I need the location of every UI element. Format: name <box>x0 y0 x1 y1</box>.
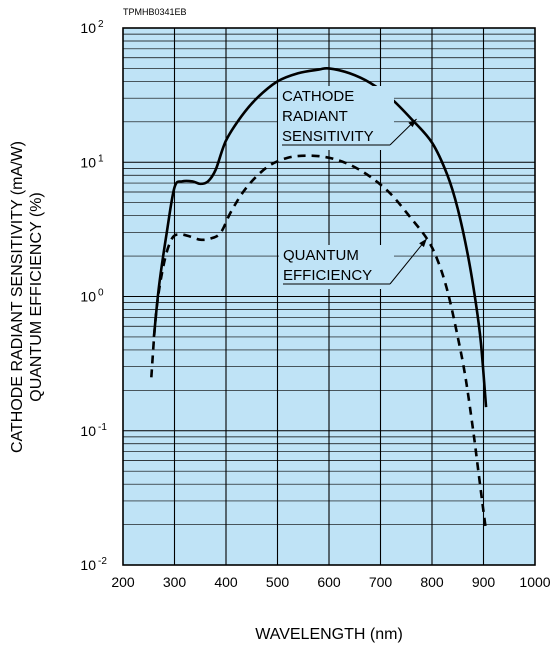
annotation-arrowhead <box>419 238 427 248</box>
x-tick-label: 200 <box>111 574 135 590</box>
plot-frame <box>122 27 536 566</box>
annotation-arrowhead <box>408 118 417 128</box>
series-annotation-label: CATHODE <box>282 88 354 105</box>
y-axis-label-line-1: CATHODE RADIANT SENSITIVITY (mA/W) <box>9 141 26 453</box>
y-tick-label-base: 10 <box>80 289 96 305</box>
y-tick-label-exponent: 0 <box>98 288 104 299</box>
y-tick-label-exponent: 1 <box>98 153 104 164</box>
x-tick-label: 700 <box>369 574 393 590</box>
y-tick-label-base: 10 <box>80 423 96 439</box>
y-tick-label-base: 10 <box>80 20 96 36</box>
y-tick-label-base: 10 <box>80 557 96 573</box>
y-tick-label-base: 10 <box>80 154 96 170</box>
x-tick-label: 1000 <box>519 574 550 590</box>
y-tick-label-exponent: -2 <box>98 556 107 567</box>
x-tick-label: 400 <box>214 574 238 590</box>
x-tick-label: 500 <box>266 574 290 590</box>
annotation-background <box>278 86 394 150</box>
x-tick-label: 300 <box>163 574 187 590</box>
y-tick-label-exponent: 2 <box>98 19 104 30</box>
figure-code: TPMHB0341EB <box>123 7 187 17</box>
series-annotation-label: QUANTUM <box>283 247 359 264</box>
series-annotations: CATHODE RADIANT SENSITIVITY QUANTUM EFFICIEN… <box>278 86 428 289</box>
x-axis-label: WAVELENGTH (nm) <box>255 626 403 643</box>
series-annotation-label: SENSITIVITY <box>282 128 374 145</box>
quantum-efficiency-curve <box>150 154 488 531</box>
x-tick-label: 600 <box>317 574 341 590</box>
x-tick-label: 900 <box>472 574 496 590</box>
y-tick-label-exponent: -1 <box>98 422 107 433</box>
series-annotation-label: RADIANT <box>282 108 348 125</box>
cathode-radiant-sensitivity-curve <box>152 66 488 408</box>
y-axis-label-line-2: QUANTUM EFFICIENCY (%) <box>28 192 45 401</box>
annotation-leader <box>389 238 428 285</box>
annotation-background <box>279 245 394 289</box>
x-tick-labels: 200 300 400 500 600 700 800 900 1000 <box>111 574 550 590</box>
x-tick-label: 800 <box>420 574 444 590</box>
series-layer <box>150 66 488 531</box>
series-annotation-label: EFFICIENCY <box>283 267 372 284</box>
